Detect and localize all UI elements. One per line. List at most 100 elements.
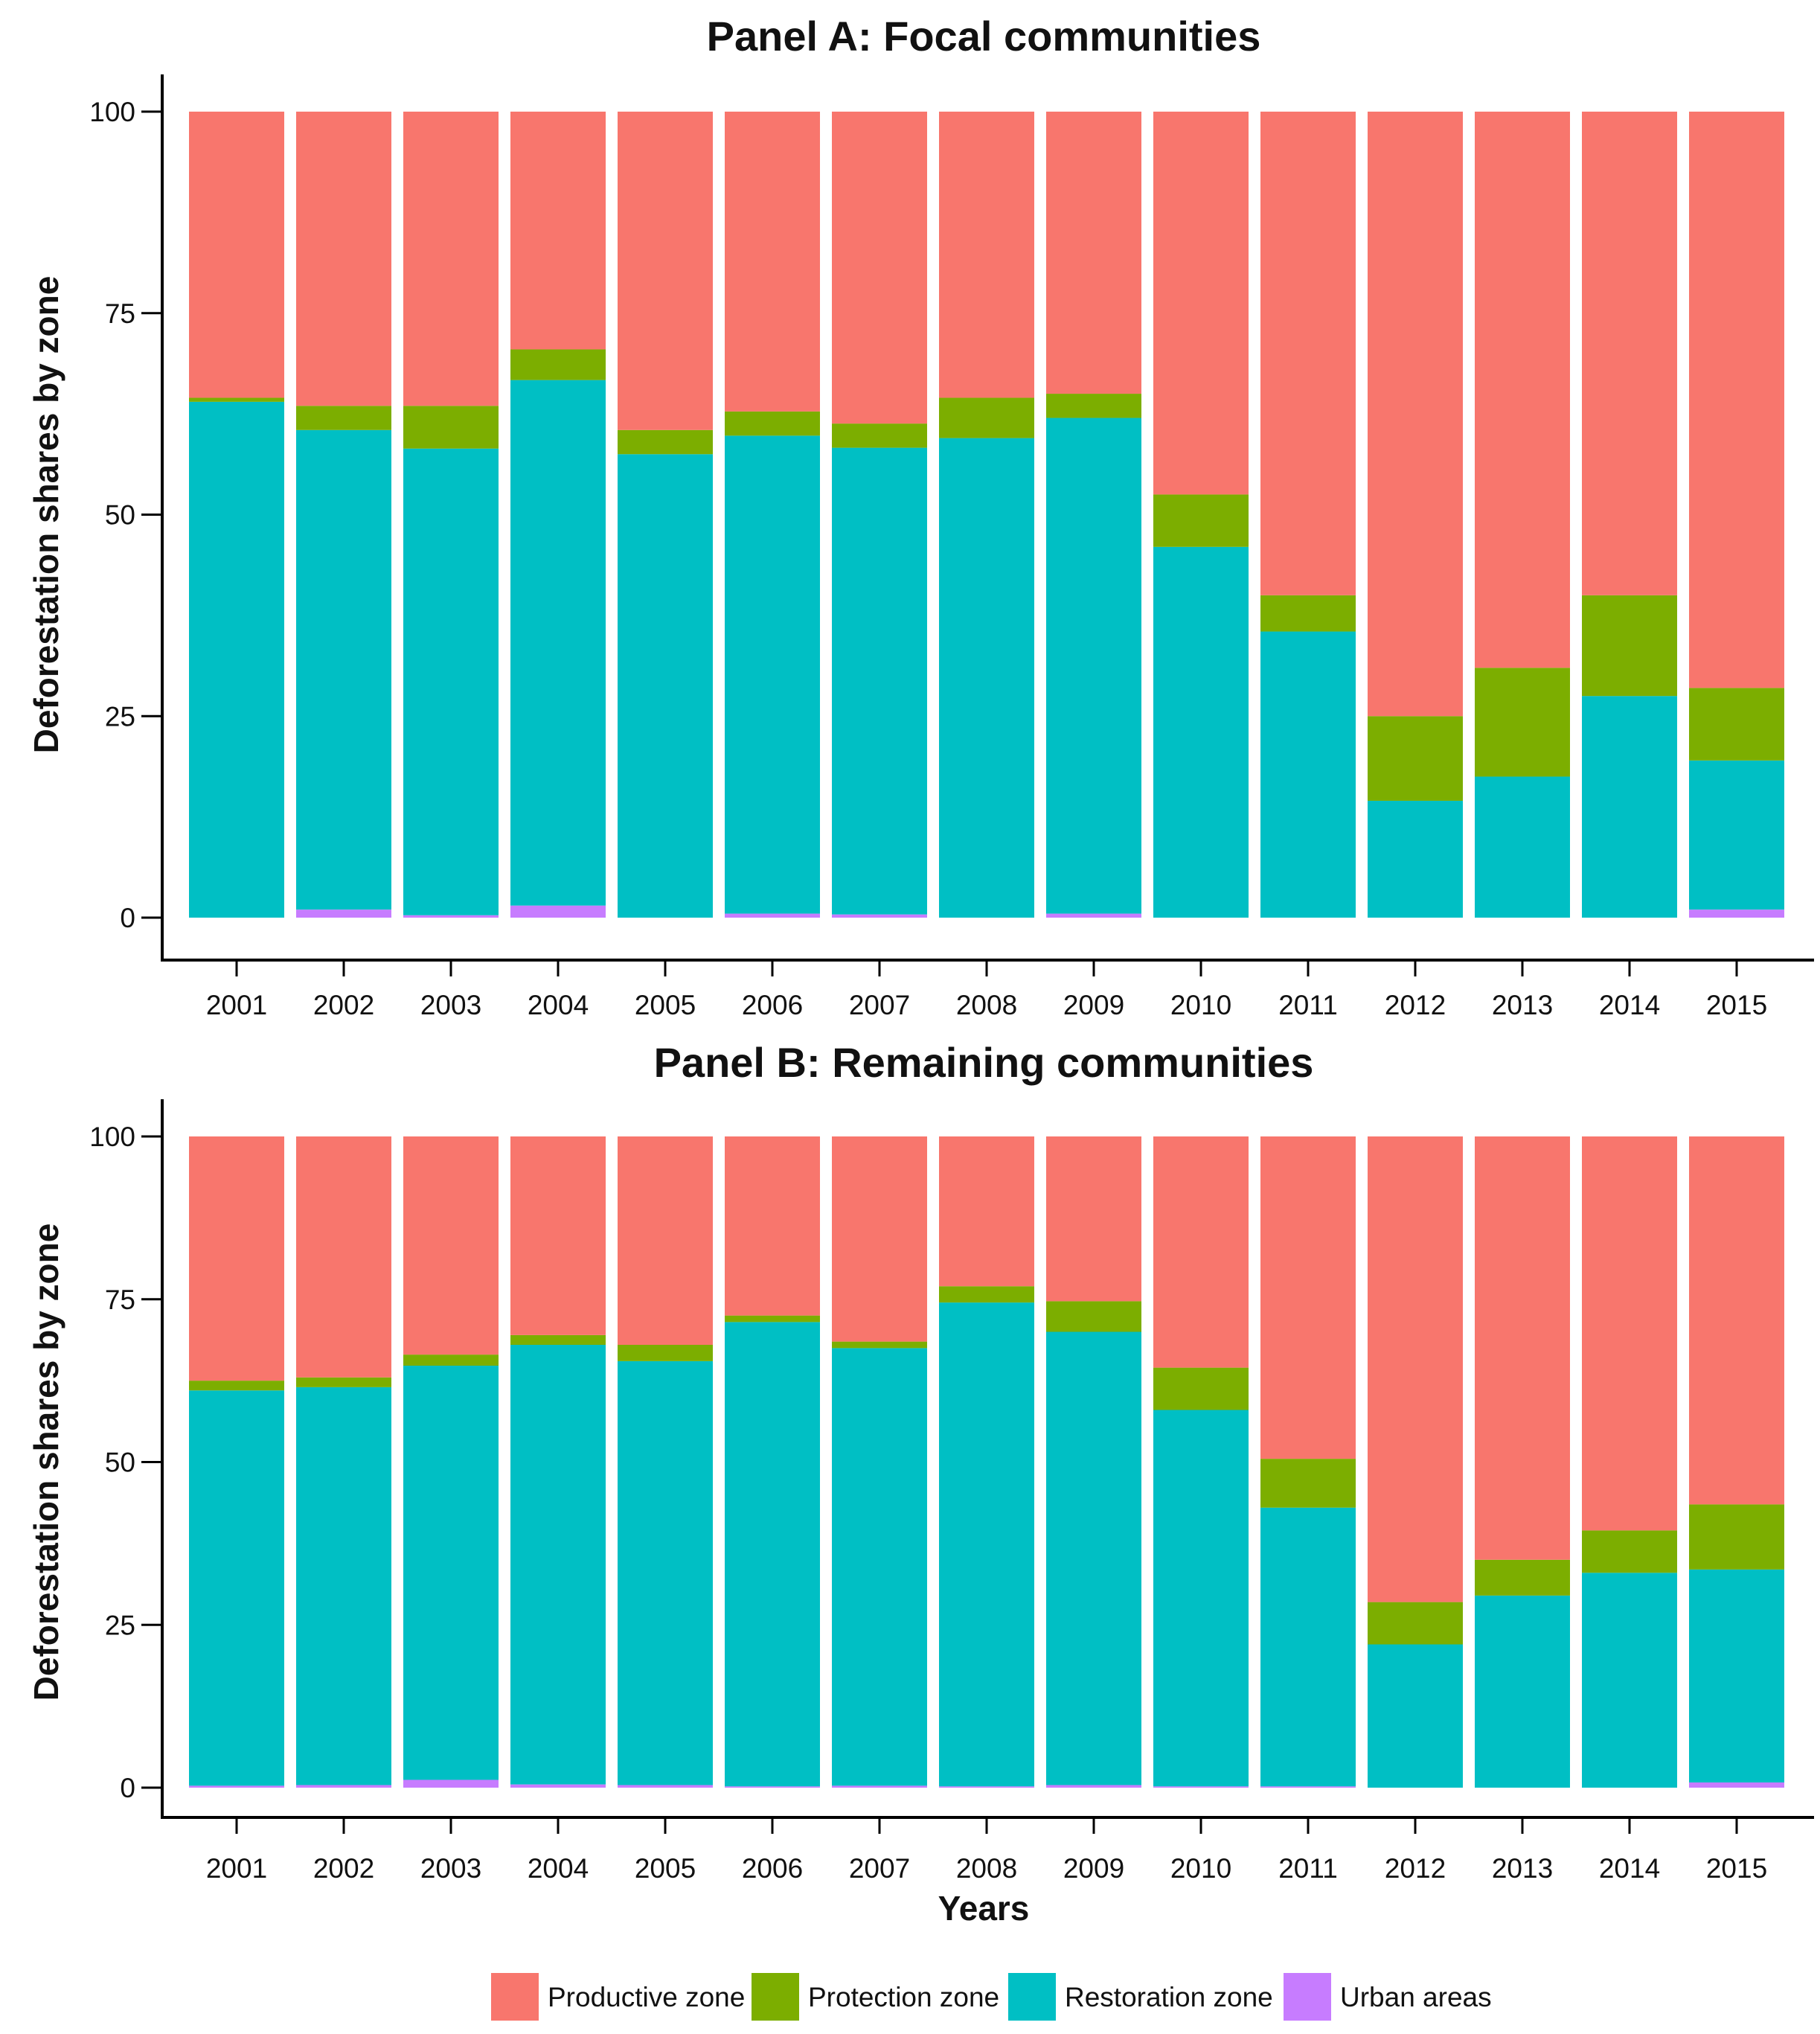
bar-restoration-zone-2012 (1368, 800, 1463, 918)
bar-urban-areas-2002 (296, 1785, 391, 1788)
bar-productive-zone-2007 (832, 112, 927, 424)
y-tick-label-75: 75 (105, 1285, 135, 1315)
bar-restoration-zone-2009 (1046, 418, 1141, 914)
bar-productive-zone-2010 (1153, 112, 1249, 495)
bar-group-2002 (296, 112, 391, 918)
bar-group-2008 (939, 1136, 1034, 1788)
bar-group-2012 (1368, 1136, 1463, 1788)
bar-urban-areas-2010 (1153, 1786, 1249, 1788)
bar-urban-areas-2015 (1689, 1782, 1784, 1788)
x-tick-label-2003: 2003 (420, 1853, 481, 1884)
bar-group-2008 (939, 112, 1034, 918)
bar-restoration-zone-2015 (1689, 760, 1784, 910)
bar-productive-zone-2009 (1046, 1136, 1141, 1302)
bar-protection-zone-2009 (1046, 394, 1141, 418)
bar-protection-zone-2008 (939, 397, 1034, 438)
bar-protection-zone-2007 (832, 423, 927, 448)
bar-protection-zone-2013 (1475, 668, 1570, 777)
bar-protection-zone-2012 (1368, 1602, 1463, 1645)
bar-restoration-zone-2003 (403, 1366, 499, 1780)
bar-productive-zone-2014 (1582, 1136, 1677, 1531)
bar-urban-areas-2006 (725, 913, 820, 918)
bar-group-2013 (1475, 1136, 1570, 1788)
x-tick-label-2001: 2001 (206, 1853, 267, 1884)
panel-b: Panel B: Remaining communities 0 25 50 75 100… (27, 1039, 1814, 1928)
panel-a: Panel A: Focal communities 0 25 50 75 100 2001… (27, 13, 1814, 1020)
x-tick-label-2011: 2011 (1278, 990, 1338, 1020)
bar-productive-zone-2013 (1475, 1136, 1570, 1560)
bar-protection-zone-2008 (939, 1286, 1034, 1303)
x-tick-label-2012: 2012 (1385, 1853, 1446, 1884)
bar-protection-zone-2007 (832, 1341, 927, 1349)
x-tick-label-2005: 2005 (635, 1853, 696, 1884)
bar-restoration-zone-2008 (939, 438, 1034, 918)
bar-urban-areas-2004 (510, 1784, 606, 1788)
x-tick-label-2009: 2009 (1063, 1853, 1124, 1884)
y-tick-label-25: 25 (105, 1610, 135, 1640)
legend-label: Protection zone (808, 1982, 999, 2012)
bar-group-2014 (1582, 112, 1677, 918)
bar-productive-zone-2002 (296, 112, 391, 406)
x-tick-label-2013: 2013 (1492, 1853, 1553, 1884)
bar-restoration-zone-2001 (189, 1390, 284, 1786)
x-tick-label-2015: 2015 (1706, 1853, 1767, 1884)
bar-productive-zone-2001 (189, 112, 284, 398)
bar-group-2001 (189, 1136, 284, 1788)
bar-group-2012 (1368, 112, 1463, 918)
bar-productive-zone-2011 (1260, 1136, 1356, 1459)
bar-urban-areas-2007 (832, 914, 927, 918)
x-tick-label-2015: 2015 (1706, 990, 1767, 1020)
bar-restoration-zone-2012 (1368, 1644, 1463, 1788)
bar-restoration-zone-2008 (939, 1302, 1034, 1787)
bar-group-2010 (1153, 112, 1249, 918)
bar-protection-zone-2015 (1689, 688, 1784, 761)
bar-productive-zone-2013 (1475, 112, 1570, 668)
bar-protection-zone-2005 (618, 429, 713, 455)
bar-protection-zone-2011 (1260, 595, 1356, 632)
bar-urban-areas-2008 (939, 1786, 1034, 1788)
x-tick-label-2008: 2008 (956, 990, 1017, 1020)
bar-group-2009 (1046, 112, 1141, 918)
bar-protection-zone-2012 (1368, 716, 1463, 801)
bar-group-2004 (510, 112, 606, 918)
bar-group-2003 (403, 1136, 499, 1788)
bar-urban-areas-2009 (1046, 1785, 1141, 1788)
bar-restoration-zone-2010 (1153, 1410, 1249, 1787)
x-tick-label-2002: 2002 (313, 1853, 374, 1884)
x-tick-label-2010: 2010 (1170, 990, 1231, 1020)
bar-protection-zone-2013 (1475, 1559, 1570, 1596)
bar-productive-zone-2006 (725, 112, 820, 412)
bar-group-2005 (618, 112, 713, 918)
bar-group-2002 (296, 1136, 391, 1788)
bar-restoration-zone-2006 (725, 1322, 820, 1787)
bar-urban-areas-2011 (1260, 1786, 1356, 1788)
y-tick-label-100: 100 (89, 1122, 135, 1152)
legend-swatch (1284, 1973, 1331, 2021)
bar-group-2013 (1475, 112, 1570, 918)
bar-restoration-zone-2002 (296, 1387, 391, 1785)
bar-productive-zone-2003 (403, 1136, 499, 1355)
x-tick-label-2004: 2004 (528, 990, 589, 1020)
x-tick-label-2001: 2001 (206, 990, 267, 1020)
legend-item-restoration-zone: Restoration zone (1008, 1973, 1273, 2021)
bar-productive-zone-2004 (510, 112, 606, 350)
bar-protection-zone-2014 (1582, 595, 1677, 697)
bar-productive-zone-2014 (1582, 112, 1677, 595)
bar-group-2015 (1689, 112, 1784, 918)
bar-protection-zone-2002 (296, 406, 391, 430)
bar-restoration-zone-2014 (1582, 696, 1677, 918)
bar-group-2006 (725, 112, 820, 918)
bar-productive-zone-2003 (403, 112, 499, 406)
bar-productive-zone-2004 (510, 1136, 606, 1335)
bar-group-2009 (1046, 1136, 1141, 1788)
legend-item-protection-zone: Protection zone (752, 1973, 999, 2021)
x-tick-label-2011: 2011 (1278, 1853, 1338, 1884)
y-axis-label: Deforestation shares by zone (27, 276, 65, 754)
bar-group-2007 (832, 112, 927, 918)
legend-label: Urban areas (1340, 1982, 1492, 2012)
y-tick-label-0: 0 (120, 1773, 135, 1803)
bar-restoration-zone-2003 (403, 448, 499, 915)
x-tick-label-2014: 2014 (1599, 1853, 1660, 1884)
bar-productive-zone-2009 (1046, 112, 1141, 394)
